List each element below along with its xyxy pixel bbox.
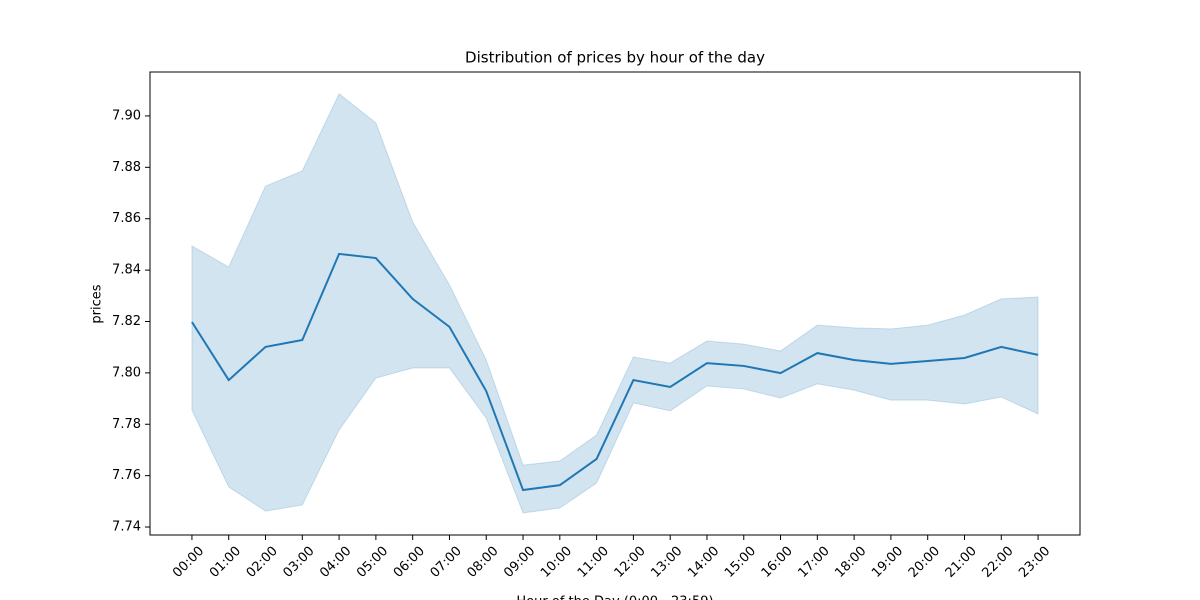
chart-title: Distribution of prices by hour of the da… [465,49,765,67]
confidence-band [191,93,1039,514]
mean-line [191,252,1039,492]
y-tick-label: 7.88 [112,160,141,175]
y-tick-label: 7.82 [112,314,141,329]
x-axis-label: Hour of the Day (0:00 - 23:59) [516,595,713,600]
plot-frame [149,71,1081,536]
y-tick-label: 7.78 [112,417,141,432]
y-tick-label: 7.86 [112,211,141,226]
y-tick-label: 7.84 [112,263,141,278]
y-tick-label: 7.76 [112,468,141,483]
y-tick-label: 7.80 [112,365,141,380]
y-tick-label: 7.90 [112,108,141,123]
y-tick-label: 7.74 [112,520,141,535]
y-axis-label: prices [90,284,105,323]
